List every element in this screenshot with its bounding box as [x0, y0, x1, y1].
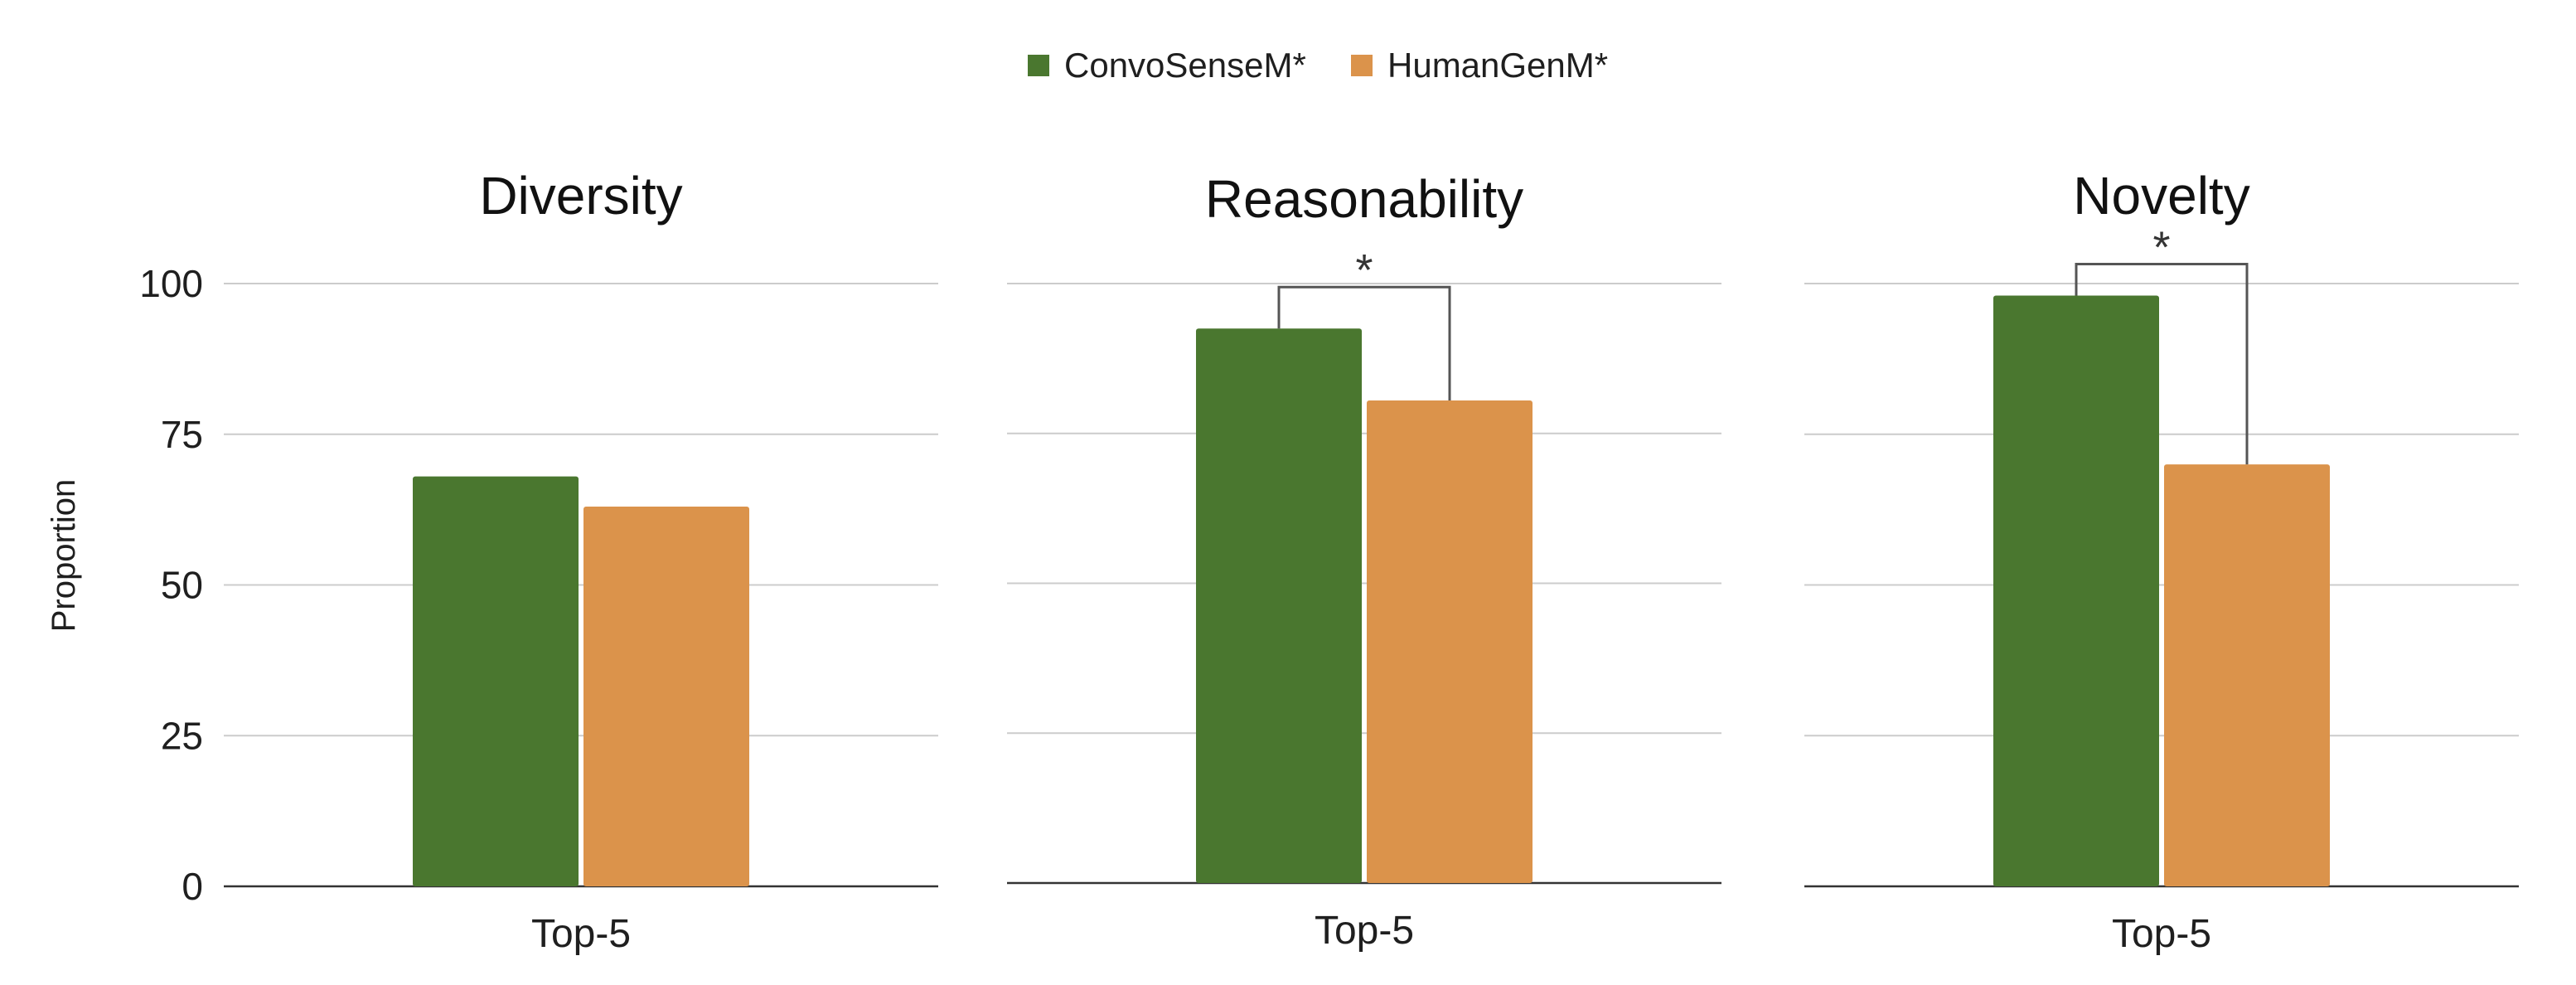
- legend: ConvoSenseM* HumanGenM*: [1028, 46, 1608, 85]
- category-label: Top-5: [2112, 912, 2211, 956]
- bar-convosensem: [413, 476, 579, 886]
- panel-title: Reasonability: [1205, 169, 1523, 229]
- y-axis-label: Proportion: [46, 479, 82, 633]
- panel-1: Diversity 0 25 50 75 100 Top-5: [139, 166, 938, 956]
- significance-bracket: [1277, 285, 1451, 400]
- significance-marker: *: [2152, 223, 2170, 273]
- legend-swatch-1: [1028, 55, 1049, 76]
- y-tick-label: 75: [161, 413, 203, 456]
- category-label: Top-5: [1315, 909, 1414, 953]
- panel-3: Novelty Top-5 *: [1804, 166, 2519, 956]
- panel-title: Novelty: [2073, 166, 2249, 226]
- legend-swatch-2: [1351, 55, 1373, 76]
- significance-bracket: [2075, 263, 2249, 465]
- y-tick-label: 25: [161, 714, 203, 757]
- bar-convosensem: [1993, 295, 2159, 886]
- bar-humangenm: [2164, 464, 2330, 886]
- panel-2: Reasonability Top-5 *: [1007, 169, 1721, 953]
- bar-humangenm: [583, 506, 749, 886]
- category-label: Top-5: [531, 912, 631, 956]
- bar-humangenm: [1367, 400, 1533, 883]
- panel-title: Diversity: [479, 166, 682, 226]
- y-tick-label: 0: [182, 865, 203, 908]
- significance-marker: *: [1355, 245, 1373, 295]
- legend-label-1: ConvoSenseM*: [1064, 46, 1306, 85]
- y-tick-label: 50: [161, 564, 203, 607]
- chart-panels: Diversity 0 25 50 75 100 Top-5 Reasonability Top…: [139, 166, 2519, 956]
- legend-label-2: HumanGenM*: [1387, 46, 1608, 85]
- y-tick-label: 100: [139, 262, 203, 305]
- bar-convosensem: [1196, 328, 1362, 884]
